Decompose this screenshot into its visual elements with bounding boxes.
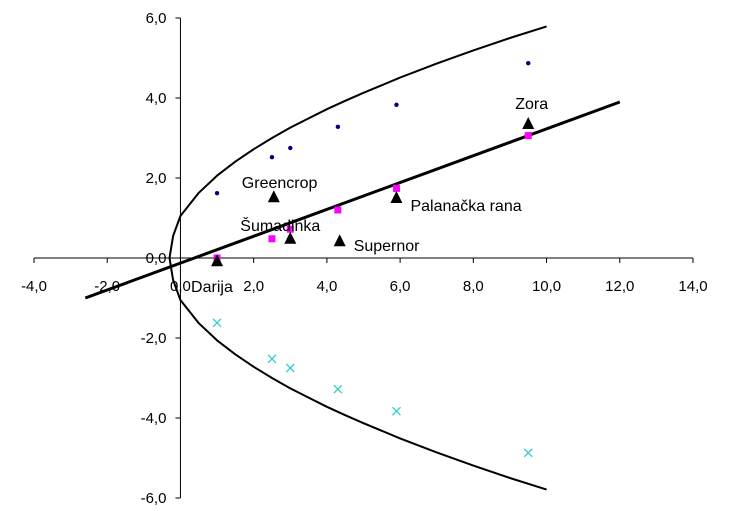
middle-series-point xyxy=(392,184,400,192)
cultivar-label: Darija xyxy=(191,279,233,296)
cultivar-marker xyxy=(267,190,280,203)
data-points xyxy=(211,61,535,458)
lower-series-point xyxy=(333,384,343,394)
point-labels: Darija Greencrop Šumadinka Supernor Palanačk… xyxy=(191,96,548,296)
middle-series-point xyxy=(268,235,276,243)
parabola-upper xyxy=(168,25,547,259)
lower-series-point-stroke xyxy=(391,406,401,416)
x-tick-label: 12,0 xyxy=(605,278,634,295)
x-tick-label: -4,0 xyxy=(21,278,47,295)
x-tick-label: 4,0 xyxy=(316,278,337,295)
lower-series-point-stroke xyxy=(285,363,295,373)
y-tick-label: 0,0 xyxy=(146,250,167,267)
y-tick-label: 4,0 xyxy=(146,90,167,107)
y-tick-label: -6,0 xyxy=(141,490,167,507)
lower-series-point xyxy=(212,318,222,328)
cultivar-marker xyxy=(284,231,297,244)
upper-series-point xyxy=(288,145,293,151)
x-tick-label: 8,0 xyxy=(463,278,484,295)
x-tick-label: 6,0 xyxy=(390,278,411,295)
cultivar-label: Zora xyxy=(515,96,548,113)
x-tick-label: 14,0 xyxy=(678,278,707,295)
x-tick-label: 10,0 xyxy=(532,278,561,295)
x-tick-label: 2,0 xyxy=(243,278,264,295)
cultivar-label: Supernor xyxy=(354,238,420,255)
axes xyxy=(33,17,694,499)
y-tick-label: -2,0 xyxy=(141,330,167,347)
lower-series-point-stroke xyxy=(523,448,533,458)
cultivar-marker xyxy=(211,254,224,267)
regression-line xyxy=(84,100,621,300)
parabola-lower xyxy=(168,257,547,491)
lower-series-point-stroke xyxy=(333,384,343,394)
lower-series-point-stroke xyxy=(212,318,222,328)
middle-series-point xyxy=(524,132,532,140)
cultivar-marker xyxy=(390,191,403,203)
lower-series-point-stroke xyxy=(267,354,277,364)
lower-series-point xyxy=(285,363,295,373)
middle-series-point xyxy=(334,206,342,214)
upper-series-point xyxy=(269,155,275,160)
y-tick-label: -4,0 xyxy=(141,410,167,427)
lower-series-point xyxy=(523,448,533,458)
cultivar-label: Šumadinka xyxy=(240,216,320,235)
y-tick-label: 2,0 xyxy=(146,170,167,187)
upper-series-point xyxy=(214,191,220,196)
x-tick-label: 0,0 xyxy=(170,278,191,295)
middle-series-point xyxy=(286,225,294,233)
cultivar-label: Greencrop xyxy=(242,175,318,192)
lower-series-point xyxy=(267,354,277,364)
upper-series-point xyxy=(394,102,399,108)
lower-series-point xyxy=(391,406,401,416)
upper-series-point xyxy=(526,61,531,66)
y-tick-label: 6,0 xyxy=(146,10,167,27)
cultivar-label: Palanačka rana xyxy=(410,198,521,215)
upper-series-point xyxy=(335,124,341,129)
cultivar-marker xyxy=(522,117,535,129)
cultivar-marker xyxy=(333,234,346,247)
